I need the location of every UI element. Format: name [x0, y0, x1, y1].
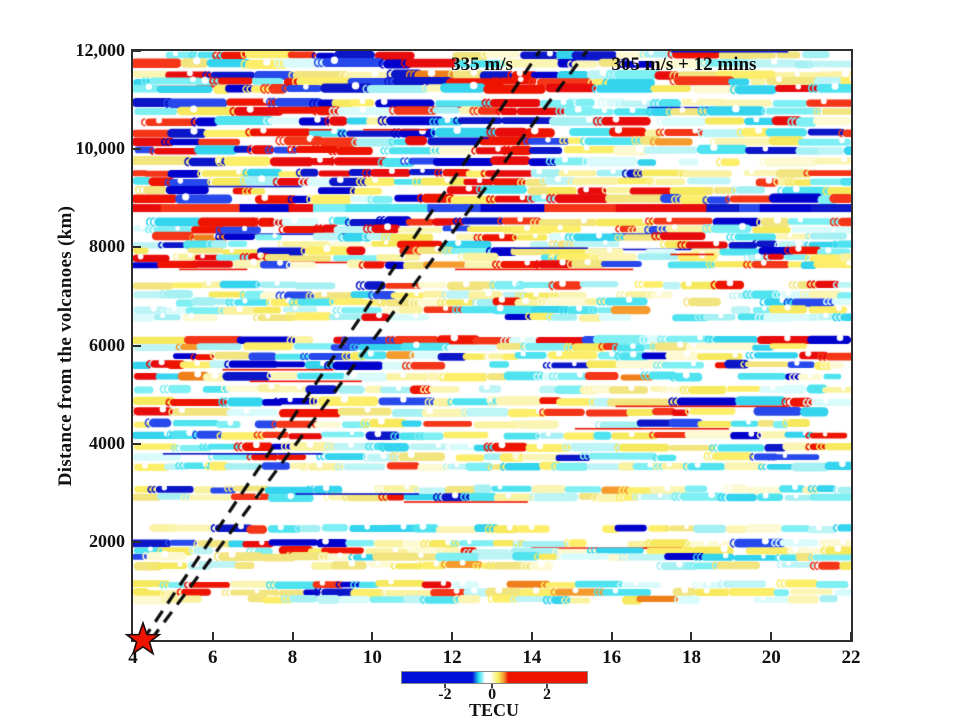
- heatmap-canvas: [133, 51, 851, 640]
- x-tick-label: 8: [287, 647, 298, 668]
- x-tick-label: 4: [128, 647, 138, 668]
- y-tick: [133, 344, 141, 347]
- x-tick: [451, 632, 454, 640]
- y-tick: [133, 50, 141, 52]
- colorbar-tick: [443, 684, 446, 688]
- x-tick: [530, 632, 533, 640]
- colorbar-tick-label: -2: [438, 686, 452, 703]
- x-tick: [770, 632, 773, 640]
- colorbar-tick-label: 0: [488, 686, 497, 703]
- colorbar-gradient: [401, 671, 588, 684]
- y-tick-label: 8000: [89, 236, 125, 257]
- x-tick: [211, 632, 214, 640]
- x-tick-label: 20: [761, 647, 781, 668]
- x-tick-label: 10: [362, 647, 382, 668]
- x-tick-label: 6: [208, 647, 218, 668]
- x-tick: [610, 632, 613, 640]
- colorbar-tick: [546, 684, 549, 688]
- colorbar-title: TECU: [468, 700, 520, 720]
- y-tick-label: 2000: [89, 530, 125, 551]
- colorbar-tick-label: 2: [543, 686, 552, 703]
- y-tick: [133, 442, 141, 445]
- x-tick: [371, 632, 374, 640]
- x-tick-label: 22: [841, 647, 861, 668]
- y-tick-label: 6000: [89, 334, 125, 355]
- x-tick: [291, 632, 294, 640]
- x-tick-label: 16: [602, 647, 622, 668]
- colorbar-tick: [491, 684, 494, 688]
- x-tick-label: 14: [522, 647, 542, 668]
- secondary-speed-label: 305 m/s + 12 mins: [611, 54, 757, 75]
- y-tick-label: 12,000: [75, 40, 126, 60]
- x-tick-label: 18: [681, 647, 701, 668]
- y-tick: [133, 246, 141, 249]
- x-tick-label: 12: [442, 647, 462, 668]
- lamb-wave-speed-label: 335 m/s: [451, 54, 513, 75]
- plot-area: 335 m/s 305 m/s + 12 mins: [124, 49, 853, 656]
- origin-star-icon: [124, 621, 162, 656]
- x-tick: [690, 632, 693, 640]
- y-tick: [133, 148, 141, 151]
- y-tick-label: 4000: [89, 432, 125, 453]
- x-tick: [850, 632, 852, 640]
- y-tick: [133, 540, 141, 543]
- y-tick-label: 10,000: [75, 138, 126, 159]
